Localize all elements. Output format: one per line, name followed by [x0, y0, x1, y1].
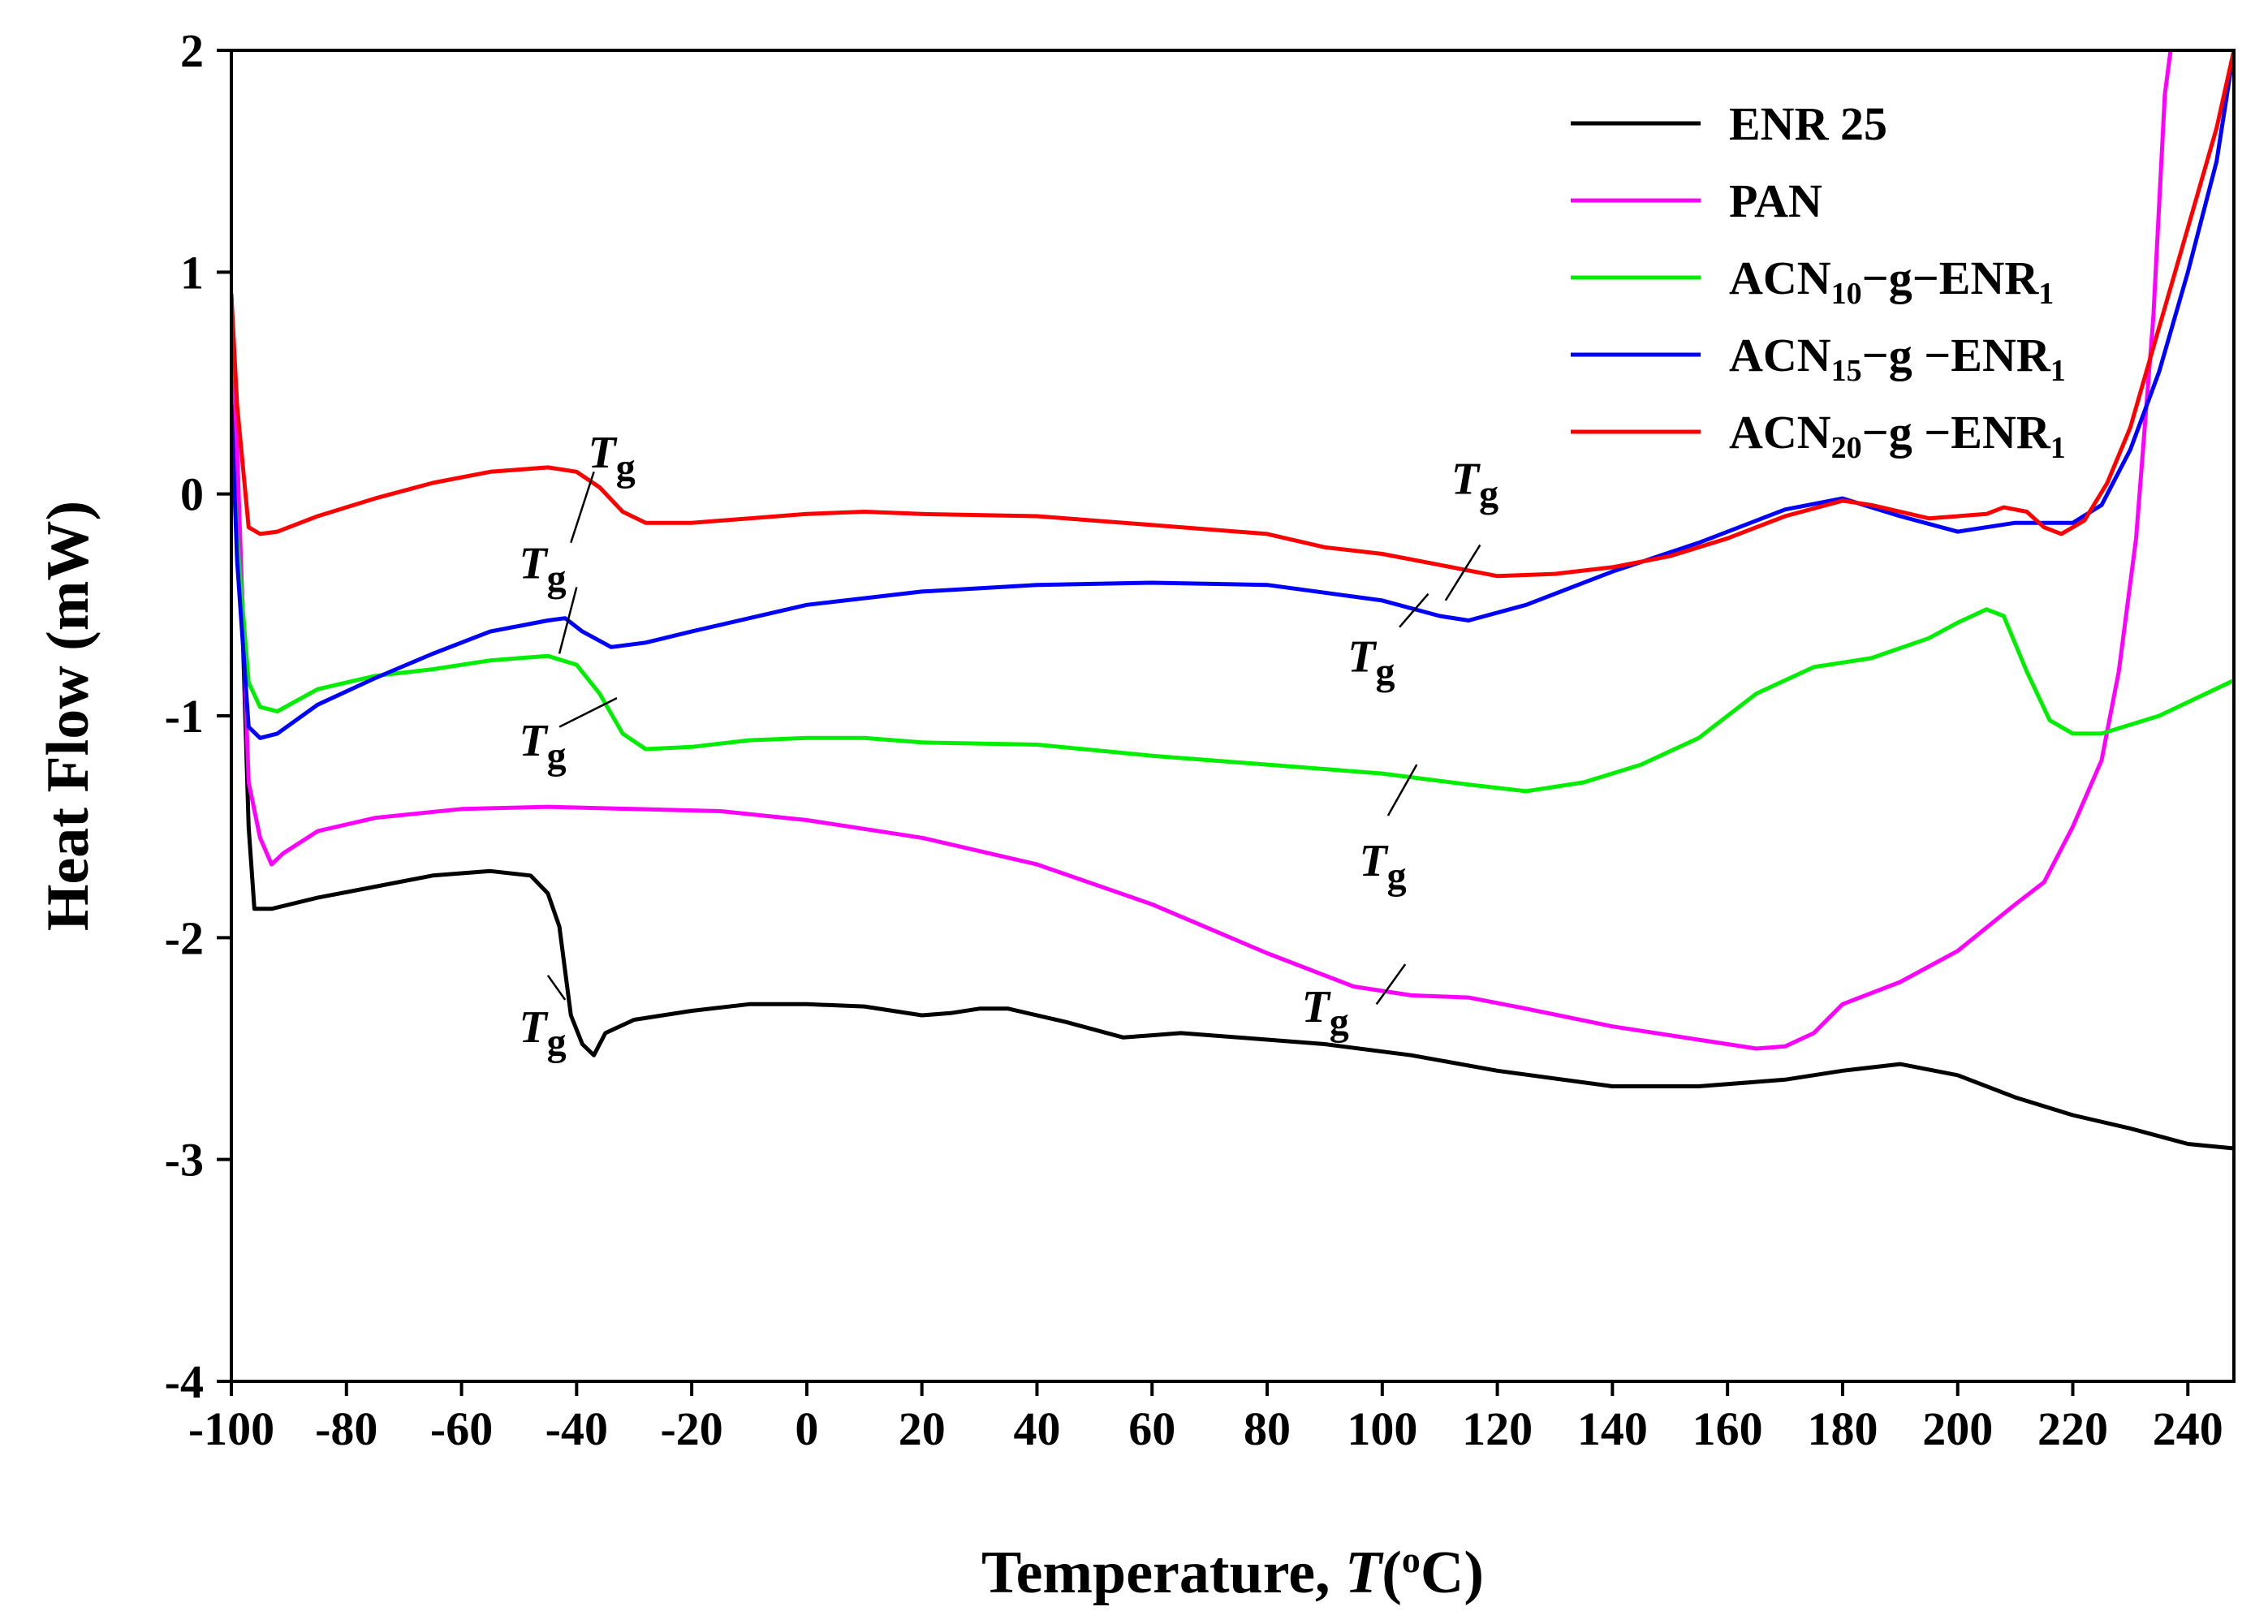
legend-label: ACN20−g −ENR1 [1729, 406, 2066, 465]
axes-layer: -100 -80 -60 -40 -20 0 20 40 60 80 100 120 140 160 180… [165, 24, 2223, 1455]
x-axis-title-unit: C) [1421, 1540, 1484, 1606]
tg-annotation-symbol: T [1451, 454, 1481, 505]
x-tick-label: -80 [315, 1402, 377, 1455]
tg-annotation: Tg [519, 716, 566, 778]
tg-annotation: Tg [519, 539, 566, 601]
x-tick-label: -40 [545, 1402, 608, 1455]
x-axis-title-prefix: Temperature, [981, 1540, 1345, 1606]
legend-label: ACN15−g −ENR1 [1729, 329, 2066, 388]
x-tick-label: 140 [1577, 1402, 1648, 1455]
tg-annotation-subscript: g [616, 446, 636, 489]
x-tick-label: 0 [795, 1402, 818, 1455]
y-tick-label: -3 [165, 1134, 204, 1187]
tg-annotation-subscript: g [1387, 855, 1407, 898]
tg-annotation: Tg [519, 1002, 566, 1064]
tg-annotation-subscript: g [547, 734, 567, 778]
tg-leader-line [1399, 592, 1429, 628]
series-line-acn15-g-enr1 [231, 50, 2234, 740]
tg-annotation-subscript: g [547, 1021, 567, 1064]
tg-leader-line [558, 587, 578, 654]
x-axis-title: Temperature, T(oC) [981, 1539, 1484, 1607]
legend: ENR 25 PAN ACN10−g−ENR1 ACN15−g −ENR1 ACN20−… [1571, 97, 2066, 465]
x-tick-label: 200 [1922, 1402, 1993, 1455]
x-tick-label: 100 [1347, 1402, 1417, 1455]
legend-label: ACN10−g−ENR1 [1729, 252, 2054, 311]
x-tick-label: -20 [660, 1402, 722, 1455]
y-axis-title: Heat Flow (mW) [35, 501, 101, 931]
tg-annotation-symbol: T [1359, 836, 1389, 886]
y-tick-label: -2 [165, 911, 204, 964]
tg-annotation: Tg [1451, 454, 1498, 516]
y-tick-label: -1 [165, 690, 204, 743]
series-line-acn10-g-enr1 [231, 425, 2234, 794]
tg-annotation-symbol: T [1347, 631, 1378, 682]
x-tick-label: 20 [899, 1402, 946, 1455]
x-tick-label: 120 [1462, 1402, 1533, 1455]
tg-annotation-symbol: T [519, 716, 549, 766]
series-layer [231, 50, 2234, 1151]
x-tick-label: 180 [1807, 1402, 1878, 1455]
y-tick-label: -4 [165, 1355, 204, 1408]
x-tick-label: 160 [1692, 1402, 1763, 1455]
tg-leader-line [1375, 963, 1407, 1006]
x-tick-label: 40 [1013, 1402, 1060, 1455]
tg-leader-line [558, 697, 618, 728]
tg-annotation: Tg [589, 428, 636, 489]
tg-leader-line [546, 975, 567, 1001]
x-axis-title-degree: o [1402, 1539, 1421, 1580]
x-axis-title-open: ( [1382, 1540, 1402, 1606]
tg-leader-line [1386, 764, 1418, 816]
tg-leader-line [570, 471, 595, 544]
tg-annotation-symbol: T [1302, 982, 1332, 1032]
tg-annotation-subscript: g [1330, 1001, 1349, 1044]
tg-annotation: Tg [1359, 836, 1406, 898]
x-axis-title-var: T [1345, 1540, 1384, 1606]
legend-label: ENR 25 [1729, 97, 1887, 150]
y-tick-label: 1 [180, 246, 204, 299]
tg-annotation-subscript: g [1376, 650, 1395, 693]
y-tick-label: 2 [180, 24, 204, 77]
x-tick-label: 240 [2153, 1402, 2223, 1455]
tg-annotation: Tg [1347, 631, 1395, 693]
tg-leader-line [1444, 544, 1481, 601]
tg-annotation-subscript: g [1479, 473, 1498, 516]
tg-annotation-subscript: g [547, 558, 567, 601]
legend-label: PAN [1729, 174, 1822, 227]
x-tick-label: 80 [1244, 1402, 1291, 1455]
tg-annotation-symbol: T [519, 1002, 549, 1053]
x-tick-label: 60 [1128, 1402, 1175, 1455]
y-tick-label: 0 [180, 468, 204, 521]
x-tick-label: -100 [188, 1402, 274, 1455]
series-line-enr-25 [231, 292, 2234, 1151]
x-tick-label: -60 [430, 1402, 493, 1455]
tg-annotation-symbol: T [519, 539, 549, 589]
x-tick-label: 220 [2037, 1402, 2108, 1455]
tg-annotation: Tg [1302, 982, 1349, 1044]
series-line-acn20-g-enr1 [231, 50, 2234, 579]
series-line-pan [231, 50, 2173, 1051]
tg-annotation-symbol: T [589, 428, 619, 478]
